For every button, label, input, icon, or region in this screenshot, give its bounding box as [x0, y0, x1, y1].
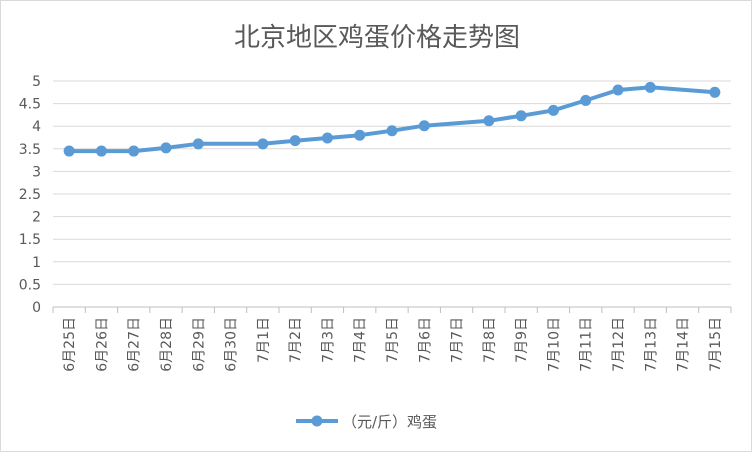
- y-tick-label: 2: [32, 210, 41, 226]
- x-tick-label: 7月15日: [708, 317, 724, 372]
- x-tick-label: 6月27日: [127, 317, 143, 372]
- x-tick-label: 7月7日: [450, 317, 466, 363]
- x-tick-label: 7月1日: [256, 317, 272, 363]
- y-tick-label: 1.5: [19, 232, 41, 248]
- data-point: [354, 129, 366, 141]
- legend-marker: [311, 415, 323, 427]
- data-point: [515, 110, 527, 122]
- data-point: [547, 104, 559, 116]
- y-tick-label: 0.5: [19, 277, 41, 293]
- y-tick-label: 2.5: [19, 187, 41, 203]
- x-tick-label: 7月13日: [643, 317, 659, 372]
- x-tick-label: 7月14日: [676, 317, 692, 372]
- x-tick-label: 6月28日: [159, 317, 175, 372]
- data-point: [418, 120, 430, 132]
- y-tick-label: 5: [32, 74, 41, 90]
- data-point: [257, 138, 269, 150]
- data-point: [192, 138, 204, 150]
- data-point: [709, 86, 721, 98]
- x-tick-label: 6月25日: [62, 317, 78, 372]
- y-axis: 0 0.5 1 1.5 2 2.5 3 3.5 4 4.5 5: [19, 74, 41, 316]
- x-tick-label: 7月10日: [546, 317, 562, 372]
- data-point: [483, 115, 495, 127]
- data-point: [95, 145, 107, 157]
- data-point: [63, 145, 75, 157]
- y-tick-label: 1: [32, 255, 41, 271]
- y-tick-label: 4.5: [19, 97, 41, 113]
- x-axis: 6月25日 6月26日 6月27日 6月28日 6月29日 6月30日 7月1日 7月2日 7月…: [52, 307, 732, 372]
- y-tick-label: 0: [32, 300, 41, 316]
- legend: （元/斤）鸡蛋: [296, 413, 437, 431]
- x-tick-label: 6月29日: [191, 317, 207, 372]
- data-point: [580, 94, 592, 106]
- x-tick-label: 6月26日: [94, 317, 110, 372]
- x-tick-label: 6月30日: [224, 317, 240, 372]
- x-tick-label: 7月5日: [385, 317, 401, 363]
- y-tick-label: 3: [32, 164, 41, 180]
- series-layer: [63, 81, 721, 157]
- data-point: [386, 125, 398, 137]
- x-tick-label: 7月12日: [611, 317, 627, 372]
- data-point: [128, 145, 140, 157]
- data-point: [644, 81, 656, 93]
- data-point: [321, 132, 333, 144]
- y-tick-label: 4: [32, 119, 41, 135]
- data-point: [289, 135, 301, 147]
- x-tick-label: 7月11日: [579, 317, 595, 372]
- x-tick-label: 7月8日: [482, 317, 498, 363]
- gridlines: [53, 80, 731, 308]
- series-line: [67, 85, 717, 154]
- legend-label: （元/斤）鸡蛋: [342, 413, 437, 431]
- data-point: [160, 142, 172, 154]
- x-tick-label: 7月3日: [320, 317, 336, 363]
- x-tick-label: 7月9日: [514, 317, 530, 363]
- x-tick-label: 7月2日: [288, 317, 304, 363]
- chart-title: 北京地区鸡蛋价格走势图: [234, 23, 520, 53]
- x-tick-label: 7月4日: [353, 317, 369, 363]
- y-tick-label: 3.5: [19, 142, 41, 158]
- x-tick-label: 7月6日: [417, 317, 433, 363]
- data-point: [612, 84, 624, 96]
